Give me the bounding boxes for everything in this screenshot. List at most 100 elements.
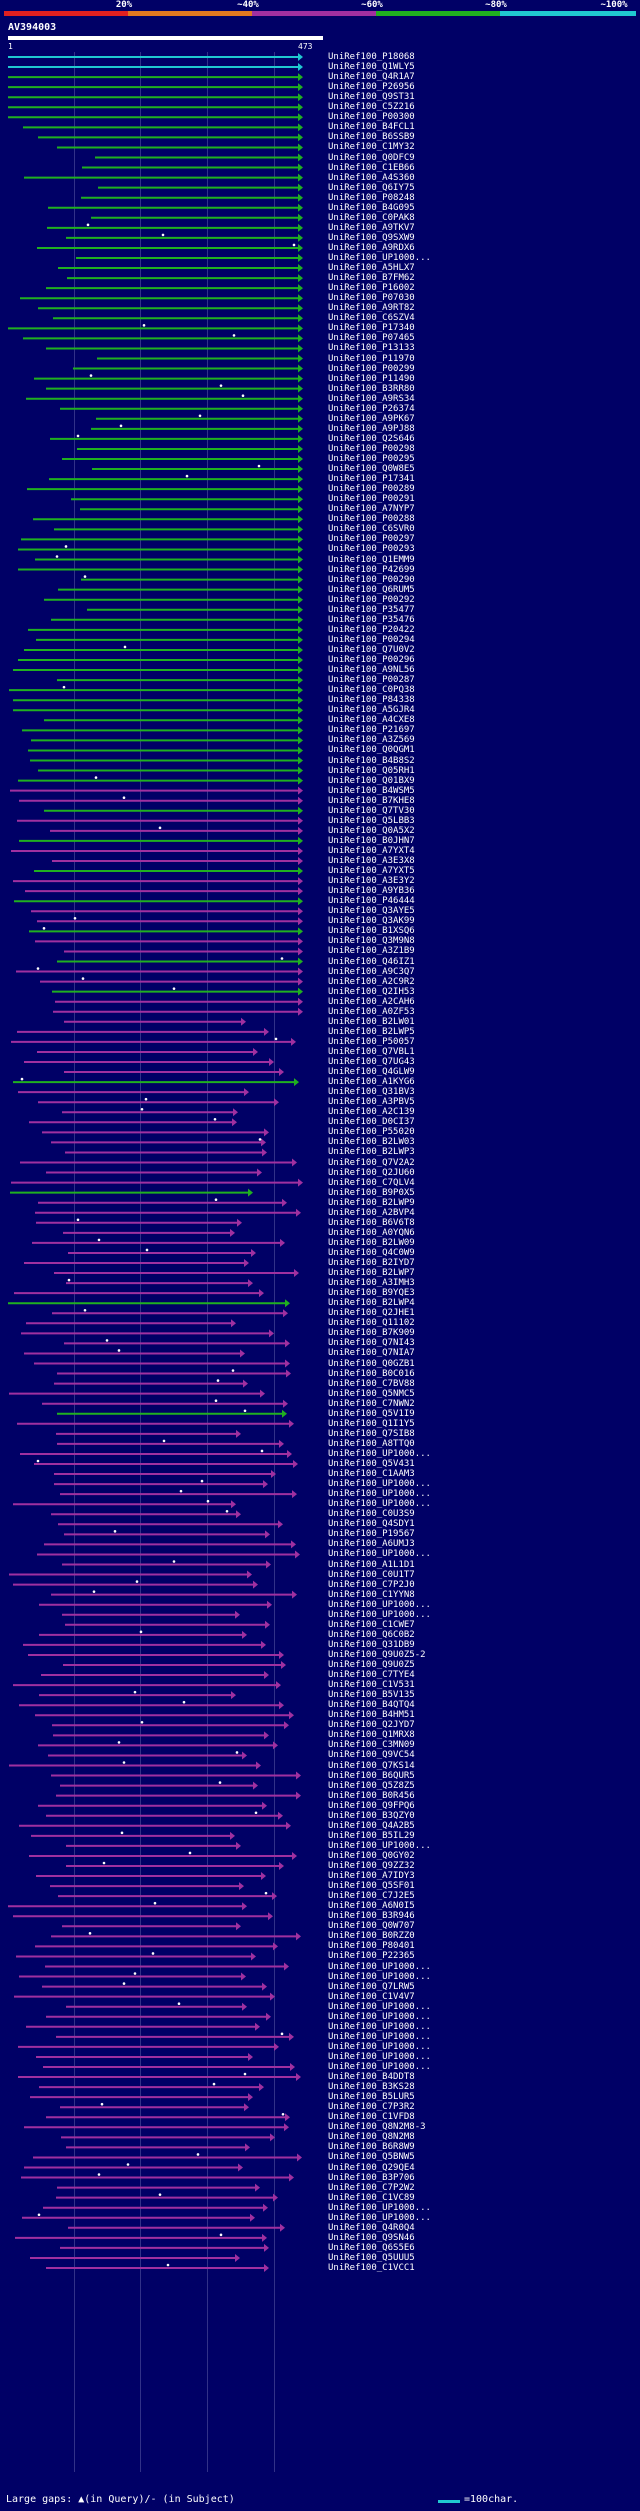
hit-link[interactable]: UniRef100_A4S360 [328, 172, 415, 183]
hit-link[interactable]: UniRef100_UP1000... [328, 1609, 431, 1620]
hit-link[interactable]: UniRef100_P22365 [328, 1951, 415, 1962]
hit-link[interactable]: UniRef100_B3KS28 [328, 2082, 415, 2093]
hit-link[interactable]: UniRef100_A2C9R2 [328, 976, 415, 987]
hit-link[interactable]: UniRef100_P16002 [328, 283, 415, 294]
hit-link[interactable]: UniRef100_A9TKV7 [328, 222, 415, 233]
hit-link[interactable]: UniRef100_B2LW03 [328, 1137, 415, 1148]
hit-link[interactable]: UniRef100_P00297 [328, 534, 415, 545]
hit-link[interactable]: UniRef100_A2C139 [328, 1107, 415, 1118]
hit-link[interactable]: UniRef100_A7NYP7 [328, 504, 415, 515]
hit-link[interactable]: UniRef100_Q1WLY5 [328, 62, 415, 73]
hit-link[interactable]: UniRef100_Q5BNW5 [328, 2152, 415, 2163]
hit-link[interactable]: UniRef100_B2LWP3 [328, 1147, 415, 1158]
hit-link[interactable]: UniRef100_Q2IH53 [328, 986, 415, 997]
hit-link[interactable]: UniRef100_Q1I1Y5 [328, 1418, 415, 1429]
hit-link[interactable]: UniRef100_Q6RUM5 [328, 584, 415, 595]
hit-link[interactable]: UniRef100_Q9ST31 [328, 92, 415, 103]
hit-link[interactable]: UniRef100_C7P3R2 [328, 2102, 415, 2113]
hit-link[interactable]: UniRef100_UP1000... [328, 1599, 431, 1610]
hit-link[interactable]: UniRef100_UP1000... [328, 1961, 431, 1972]
hit-link[interactable]: UniRef100_A8TTQ0 [328, 1438, 415, 1449]
hit-link[interactable]: UniRef100_Q1MRX8 [328, 1730, 415, 1741]
hit-link[interactable]: UniRef100_P00291 [328, 494, 415, 505]
hit-link[interactable]: UniRef100_C7J2E5 [328, 1891, 415, 1902]
hit-link[interactable]: UniRef100_Q7U0V2 [328, 644, 415, 655]
hit-link[interactable]: UniRef100_A9RDX6 [328, 242, 415, 253]
hit-link[interactable]: UniRef100_B2LWP7 [328, 1268, 415, 1279]
hit-link[interactable]: UniRef100_Q8N2M8 [328, 2132, 415, 2143]
hit-link[interactable]: UniRef100_UP1000... [328, 1479, 431, 1490]
hit-link[interactable]: UniRef100_B5V135 [328, 1690, 415, 1701]
hit-link[interactable]: UniRef100_UP1000... [328, 1448, 431, 1459]
hit-link[interactable]: UniRef100_Q5V431 [328, 1459, 415, 1469]
hit-link[interactable]: UniRef100_A0YQN6 [328, 1227, 415, 1238]
hit-link[interactable]: UniRef100_P00292 [328, 594, 415, 605]
hit-link[interactable]: UniRef100_P26374 [328, 403, 415, 414]
hit-link[interactable]: UniRef100_B4G095 [328, 202, 415, 213]
hit-link[interactable]: UniRef100_C1V4V7 [328, 1991, 415, 2002]
hit-link[interactable]: UniRef100_P07030 [328, 293, 415, 304]
hit-link[interactable]: UniRef100_Q7UG43 [328, 1057, 415, 1067]
hit-link[interactable]: UniRef100_Q31BV3 [328, 1087, 415, 1098]
hit-link[interactable]: UniRef100_P11490 [328, 373, 415, 384]
hit-link[interactable]: UniRef100_B2LWP4 [328, 1298, 415, 1309]
hit-link[interactable]: UniRef100_P07465 [328, 333, 415, 344]
hit-link[interactable]: UniRef100_C1MY32 [328, 142, 415, 153]
hit-link[interactable]: UniRef100_A7IDY3 [328, 1871, 415, 1882]
hit-link[interactable]: UniRef100_B2LW09 [328, 1237, 415, 1248]
hit-link[interactable]: UniRef100_Q4R0Q4 [328, 2222, 415, 2233]
hit-link[interactable]: UniRef100_Q6S5E6 [328, 2242, 415, 2253]
hit-link[interactable]: UniRef100_UP1000... [328, 2001, 431, 2012]
hit-link[interactable]: UniRef100_P55020 [328, 1127, 415, 1138]
hit-link[interactable]: UniRef100_P17340 [328, 323, 415, 334]
hit-link[interactable]: UniRef100_C7P2W2 [328, 2182, 415, 2193]
hit-link[interactable]: UniRef100_B0R456 [328, 1790, 415, 1801]
hit-link[interactable]: UniRef100_UP1000... [328, 2021, 431, 2032]
hit-link[interactable]: UniRef100_P35477 [328, 604, 415, 615]
hit-link[interactable]: UniRef100_A3E3X8 [328, 856, 415, 866]
hit-link[interactable]: UniRef100_Q6IY75 [328, 182, 415, 193]
hit-link[interactable]: UniRef100_Q7KS14 [328, 1760, 415, 1771]
hit-link[interactable]: UniRef100_A9PJ88 [328, 423, 415, 434]
hit-link[interactable]: UniRef100_D0CI37 [328, 1117, 415, 1128]
hit-link[interactable]: UniRef100_B3QZY0 [328, 1810, 415, 1821]
hit-link[interactable]: UniRef100_Q8N2M8-3 [328, 2122, 426, 2133]
hit-link[interactable]: UniRef100_B9YQE3 [328, 1288, 415, 1299]
hit-link[interactable]: UniRef100_UP1000... [328, 1489, 431, 1500]
hit-link[interactable]: UniRef100_Q3AYE5 [328, 906, 415, 917]
hit-link[interactable]: UniRef100_P42699 [328, 564, 415, 575]
hit-link[interactable]: UniRef100_Q9ZZ32 [328, 1861, 415, 1871]
hit-link[interactable]: UniRef100_Q9FPQ6 [328, 1800, 415, 1811]
hit-link[interactable]: UniRef100_UP1000... [328, 1499, 431, 1510]
hit-link[interactable]: UniRef100_UP1000... [328, 2011, 431, 2022]
hit-link[interactable]: UniRef100_C1YYN8 [328, 1589, 415, 1600]
hit-link[interactable]: UniRef100_Q9U0Z5-2 [328, 1649, 426, 1660]
hit-link[interactable]: UniRef100_B4QTQ4 [328, 1700, 415, 1711]
hit-link[interactable]: UniRef100_P11970 [328, 353, 415, 364]
hit-link[interactable]: UniRef100_Q5V1I9 [328, 1408, 415, 1419]
hit-link[interactable]: UniRef100_Q11102 [328, 1318, 415, 1329]
hit-link[interactable]: UniRef100_P00296 [328, 655, 415, 665]
hit-link[interactable]: UniRef100_A9NL56 [328, 665, 415, 676]
hit-link[interactable]: UniRef100_A9YB36 [328, 886, 415, 897]
hit-link[interactable]: UniRef100_P18068 [328, 52, 415, 62]
hit-link[interactable]: UniRef100_P00299 [328, 363, 415, 374]
hit-link[interactable]: UniRef100_Q7SIB8 [328, 1428, 415, 1439]
hit-link[interactable]: UniRef100_A3Z1B9 [328, 946, 415, 957]
hit-link[interactable]: UniRef100_Q2JHE1 [328, 1308, 415, 1319]
hit-link[interactable]: UniRef100_C7P2J0 [328, 1579, 415, 1590]
hit-link[interactable]: UniRef100_UP1000... [328, 1971, 431, 1982]
hit-link[interactable]: UniRef100_Q4SDY1 [328, 1519, 415, 1530]
hit-link[interactable]: UniRef100_Q0GY02 [328, 1850, 415, 1861]
hit-link[interactable]: UniRef100_C1AAM3 [328, 1469, 415, 1480]
hit-link[interactable]: UniRef100_A9PK67 [328, 413, 415, 424]
hit-link[interactable]: UniRef100_P00300 [328, 112, 415, 123]
hit-link[interactable]: UniRef100_B0C016 [328, 1368, 415, 1379]
hit-link[interactable]: UniRef100_Q4A2B5 [328, 1820, 415, 1831]
hit-link[interactable]: UniRef100_Q5Z8Z5 [328, 1780, 415, 1791]
hit-link[interactable]: UniRef100_C7BV88 [328, 1378, 415, 1389]
hit-link[interactable]: UniRef100_C6SVR0 [328, 524, 415, 535]
hit-link[interactable]: UniRef100_Q7V2A2 [328, 1157, 415, 1168]
hit-link[interactable]: UniRef100_P19567 [328, 1529, 415, 1540]
hit-link[interactable]: UniRef100_A9RS34 [328, 393, 415, 404]
